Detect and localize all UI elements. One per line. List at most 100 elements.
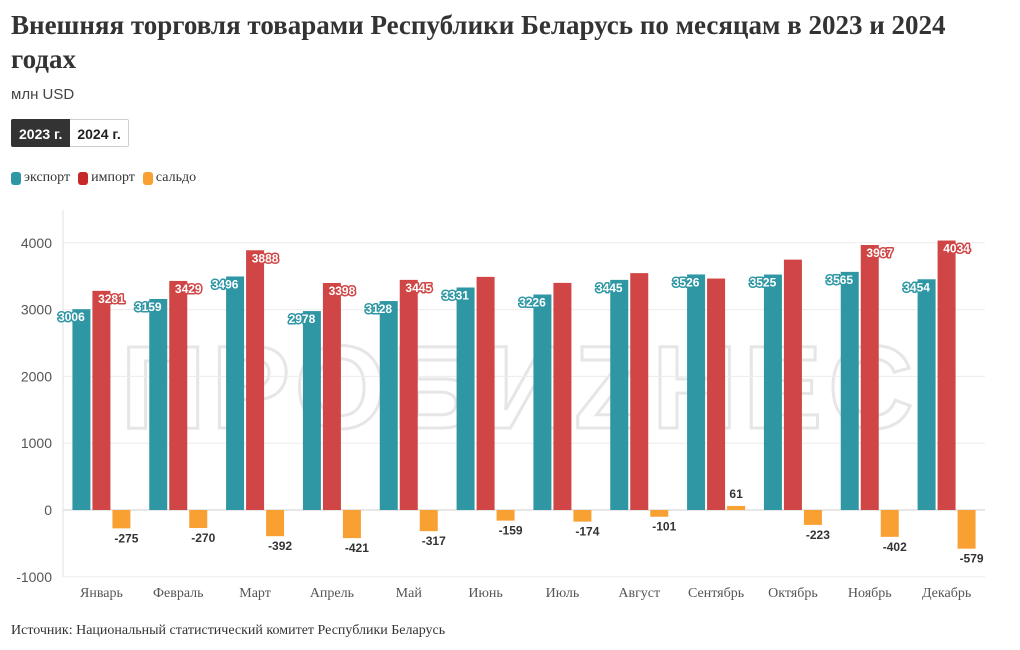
data-label-balance: -159 — [499, 524, 523, 538]
legend-item-balance[interactable]: сальдо — [142, 170, 197, 186]
bar-balance — [419, 510, 438, 532]
bar-import — [937, 240, 956, 510]
legend-label-balance: сальдо — [155, 170, 197, 185]
chart-subtitle: млн USD — [11, 86, 75, 103]
tab-2024[interactable]: 2024 г. — [70, 119, 129, 147]
data-label-export: 3445 — [596, 281, 623, 295]
data-label-export: 3226 — [519, 296, 546, 310]
source-note: Источник: Национальный статистический ко… — [11, 623, 446, 638]
bar-export — [687, 274, 706, 510]
data-label-balance: -317 — [422, 534, 446, 548]
bar-balance — [266, 510, 285, 537]
chart-title: Внешняя торговля товарами Республики Бел… — [11, 10, 946, 74]
bar-import — [169, 280, 188, 510]
data-label-export: 3006 — [58, 310, 85, 324]
bar-chart: ПРОБИZНЕС-10000100020003000400030063281-… — [16, 210, 985, 601]
data-label-import: 3445 — [405, 281, 432, 295]
bar-export — [456, 287, 475, 510]
bar-import — [860, 245, 879, 510]
data-label-balance: -392 — [268, 539, 292, 553]
x-tick-label: Январь — [80, 586, 123, 601]
bar-export — [610, 279, 629, 510]
y-tick-label: 4000 — [21, 235, 52, 251]
bar-balance — [803, 510, 822, 525]
bar-import — [322, 283, 341, 510]
bar-import — [783, 259, 802, 510]
bar-balance — [957, 510, 976, 549]
bar-balance — [880, 510, 899, 537]
data-label-import: 3888 — [252, 251, 279, 265]
bar-export — [379, 301, 398, 510]
bar-balance — [650, 510, 669, 517]
data-label-export: 2978 — [289, 312, 316, 326]
legend-swatch-balance — [142, 171, 153, 185]
y-tick-label: 2000 — [21, 368, 52, 384]
data-label-export: 3331 — [442, 288, 469, 302]
bar-import — [553, 282, 572, 510]
legend-label-export: экспорт — [24, 170, 71, 185]
bar-import — [399, 279, 418, 510]
y-tick-label: 0 — [44, 502, 52, 518]
data-label-import: 3398 — [329, 284, 356, 298]
y-tick-label: 1000 — [21, 435, 52, 451]
data-label-import: 3429 — [175, 282, 202, 296]
bar-balance — [189, 510, 208, 529]
data-label-balance: -402 — [883, 540, 907, 554]
x-tick-label: Февраль — [153, 586, 204, 601]
data-label-export: 3565 — [826, 273, 853, 287]
bar-import — [707, 278, 726, 510]
bar-balance — [342, 510, 361, 539]
data-label-import: 3281 — [98, 292, 125, 306]
bar-import — [92, 290, 111, 510]
data-label-import: 4034 — [943, 242, 970, 256]
legend-swatch-export — [11, 171, 21, 185]
bar-export — [533, 294, 552, 510]
legend: экспорт импорт сальдо — [11, 170, 196, 186]
data-label-balance: -223 — [806, 528, 830, 542]
x-tick-label: Апрель — [310, 586, 354, 601]
bar-balance — [727, 505, 746, 510]
legend-label-import: импорт — [91, 170, 135, 185]
tab-2023[interactable]: 2023 г. — [11, 119, 71, 147]
data-label-balance: -174 — [575, 525, 599, 539]
data-label-export: 3159 — [135, 300, 162, 314]
bar-export — [302, 311, 321, 510]
bar-export — [149, 298, 168, 510]
bar-export — [763, 274, 782, 510]
bar-export — [917, 279, 936, 510]
data-label-balance: -101 — [652, 520, 676, 534]
x-tick-label: Март — [239, 586, 271, 601]
data-label-export: 3525 — [750, 276, 777, 290]
data-label-balance: -579 — [960, 552, 984, 566]
x-tick-label: Июнь — [468, 586, 502, 601]
y-tick-label: 3000 — [21, 302, 52, 318]
x-tick-label: Декабрь — [922, 586, 971, 601]
data-label-balance: -421 — [345, 541, 369, 555]
data-label-export: 3526 — [673, 275, 700, 289]
bar-import — [476, 276, 495, 510]
bar-export — [840, 271, 859, 510]
y-tick-label: -1000 — [16, 569, 52, 585]
x-tick-label: Июль — [546, 586, 580, 601]
x-tick-label: Ноябрь — [848, 586, 892, 601]
data-label-export: 3454 — [903, 280, 930, 294]
legend-item-import[interactable]: импорт — [78, 170, 135, 186]
year-tabs: 2023 г. 2024 г. — [11, 119, 129, 147]
data-label-balance: -275 — [114, 531, 138, 545]
legend-swatch-import — [78, 171, 89, 185]
x-tick-label: Август — [618, 586, 660, 601]
bar-balance — [573, 510, 592, 522]
x-tick-label: Сентябрь — [688, 586, 744, 601]
legend-item-export[interactable]: экспорт — [11, 170, 70, 186]
data-label-export: 3128 — [365, 302, 392, 316]
bar-balance — [496, 510, 515, 521]
x-tick-label: Май — [396, 586, 423, 601]
data-label-balance: 61 — [729, 487, 743, 501]
bar-import — [630, 273, 649, 510]
bar-import — [246, 250, 265, 510]
data-label-export: 3496 — [212, 277, 239, 291]
data-label-import: 3967 — [866, 246, 893, 260]
x-tick-label: Октябрь — [768, 586, 818, 601]
data-label-balance: -270 — [191, 531, 215, 545]
bar-export — [72, 309, 91, 510]
